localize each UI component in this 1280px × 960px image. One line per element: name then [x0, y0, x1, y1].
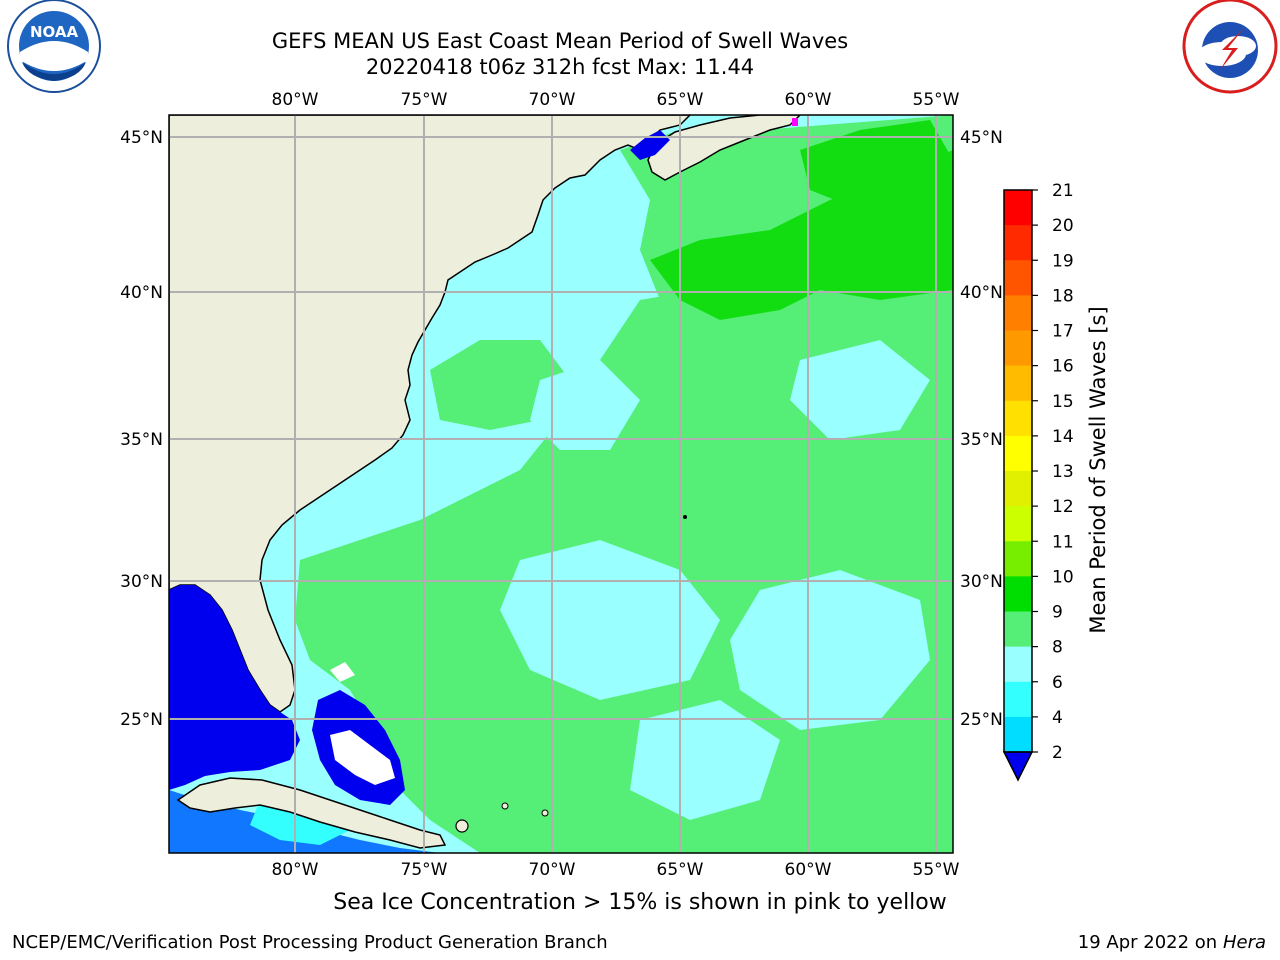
land-north-america — [169, 115, 692, 713]
colorbar-tick-label: 14 — [1052, 427, 1074, 447]
longitude-label-bottom: 75°W — [401, 860, 448, 880]
colorbar-label: Mean Period of Swell Waves [s] — [1086, 306, 1110, 633]
map-title: GEFS MEAN US East Coast Mean Period of S… — [271, 29, 849, 53]
map-subtitle: 20220418 t06z 312h fcst Max: 11.44 — [365, 55, 755, 79]
sea-ice-note: Sea Ice Concentration > 15% is shown in … — [333, 890, 947, 915]
swell-period-contours — [295, 115, 953, 853]
colorbar-tick-label: 10 — [1052, 567, 1074, 587]
longitude-label-top: 75°W — [401, 90, 448, 110]
longitude-label-bottom: 60°W — [785, 860, 832, 880]
contour-region — [630, 700, 780, 820]
longitude-label-top: 70°W — [529, 90, 576, 110]
colorbar-tick-label: 6 — [1052, 673, 1063, 693]
colorbar-tick-label: 12 — [1052, 497, 1074, 517]
colorbar-extend-arrow — [1002, 751, 1034, 782]
nws-logo — [1182, 0, 1278, 94]
footer-date-text: 19 Apr 2022 on — [1077, 932, 1223, 953]
longitude-label-top: 55°W — [913, 90, 960, 110]
colorbar-tick-label: 17 — [1052, 322, 1074, 342]
map-frame — [168, 114, 954, 854]
colorbar-band — [1004, 225, 1032, 261]
contour-region — [800, 120, 953, 210]
colorbar-tick-label: 15 — [1052, 392, 1074, 412]
map-panel — [169, 115, 953, 853]
caribbean-sea — [169, 790, 440, 853]
latitude-label-right: 40°N — [960, 283, 1003, 303]
latitude-label-left: 30°N — [120, 572, 163, 592]
colorbar-tick-label: 18 — [1052, 286, 1074, 306]
colorbar-tick-label: 16 — [1052, 357, 1074, 377]
colorbar: 21 20 19 18 17 16 15 14 13 12 11 10 9 8 6 4 2 — [1002, 181, 1074, 782]
gulf-of-mexico — [169, 585, 300, 790]
colorbar-band — [1004, 716, 1032, 753]
colorbar-band — [1004, 295, 1032, 331]
axis-labels: 80°W 80°W 75°W 75°W 70°W 70°W 65°W 65°W 60°W 60°W… — [120, 90, 1003, 880]
colorbar-tick-label: 13 — [1052, 462, 1074, 482]
colorbar-band — [1004, 506, 1032, 542]
colorbar-band — [1004, 190, 1032, 226]
latitude-label-left: 45°N — [120, 128, 163, 148]
land-maritime-canada — [647, 115, 802, 181]
footer-date: 19 Apr 2022 on Hera — [1078, 932, 1266, 953]
contour-region — [790, 340, 930, 440]
colorbar-tick-label: 4 — [1052, 708, 1063, 728]
colorbar-tick-label: 20 — [1052, 216, 1074, 236]
colorbar-tick-label: 11 — [1052, 532, 1074, 552]
land-cuba — [176, 777, 447, 849]
colorbar-tick-label: 8 — [1052, 638, 1063, 658]
colorbar-tick-label: 2 — [1052, 743, 1063, 763]
colorbar-band — [1004, 435, 1032, 472]
footer-producer: NCEP/EMC/Verification Post Processing Pr… — [12, 932, 608, 953]
colorbar-band — [1004, 400, 1032, 437]
latitude-label-right: 25°N — [960, 710, 1003, 730]
longitude-label-top: 80°W — [272, 90, 319, 110]
longitude-label-bottom: 70°W — [529, 860, 576, 880]
colorbar-band — [1004, 260, 1032, 296]
latitude-label-right: 30°N — [960, 572, 1003, 592]
latitude-label-left: 25°N — [120, 710, 163, 730]
colorbar-band — [1004, 611, 1032, 648]
noaa-logo: NOAA — [7, 0, 101, 93]
contour-region — [730, 570, 930, 730]
noaa-logo-text: NOAA — [30, 23, 79, 41]
contour-region — [530, 360, 640, 450]
graticule — [169, 115, 953, 853]
colorbar-tick-label: 19 — [1052, 251, 1074, 271]
latitude-label-right: 35°N — [960, 430, 1003, 450]
longitude-label-bottom: 55°W — [913, 860, 960, 880]
latitude-label-left: 40°N — [120, 283, 163, 303]
longitude-label-top: 60°W — [785, 90, 832, 110]
colorbar-band — [1004, 646, 1032, 683]
longitude-label-top: 65°W — [657, 90, 704, 110]
colorbar-tick-label: 9 — [1052, 603, 1063, 623]
colorbar-band — [1004, 471, 1032, 507]
latitude-label-right: 45°N — [960, 128, 1003, 148]
latitude-label-left: 35°N — [120, 430, 163, 450]
colorbar-band — [1004, 365, 1032, 402]
longitude-label-bottom: 80°W — [272, 860, 319, 880]
colorbar-tick-label: 21 — [1052, 181, 1074, 201]
colorbar-band — [1004, 576, 1032, 612]
colorbar-band — [1004, 681, 1032, 718]
footer-host: Hera — [1222, 932, 1266, 953]
colorbar-band — [1004, 330, 1032, 367]
longitude-label-bottom: 65°W — [657, 860, 704, 880]
colorbar-band — [1004, 541, 1032, 577]
